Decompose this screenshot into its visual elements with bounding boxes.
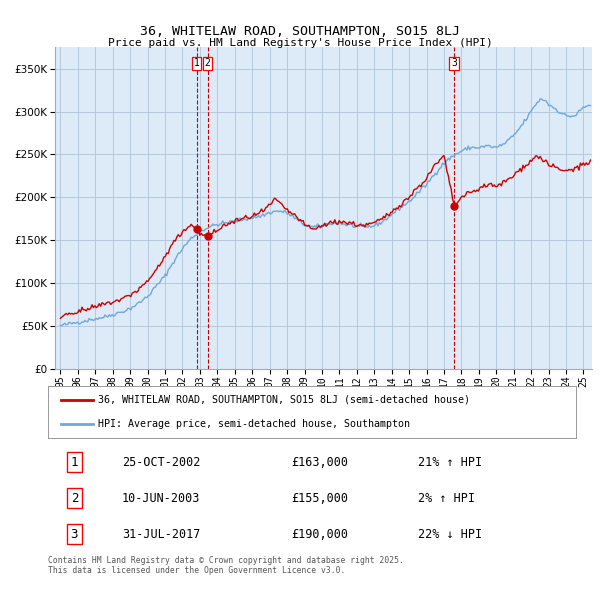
Text: 3: 3 [71,527,78,540]
Text: 1: 1 [71,455,78,468]
Text: £190,000: £190,000 [291,527,348,540]
Text: 10-JUN-2003: 10-JUN-2003 [122,491,200,504]
Text: Contains HM Land Registry data © Crown copyright and database right 2025.
This d: Contains HM Land Registry data © Crown c… [48,556,404,575]
Text: 2% ↑ HPI: 2% ↑ HPI [418,491,475,504]
Text: £155,000: £155,000 [291,491,348,504]
Text: Price paid vs. HM Land Registry's House Price Index (HPI): Price paid vs. HM Land Registry's House … [107,38,493,48]
Text: 2: 2 [71,491,78,504]
Text: 31-JUL-2017: 31-JUL-2017 [122,527,200,540]
Text: HPI: Average price, semi-detached house, Southampton: HPI: Average price, semi-detached house,… [98,419,410,429]
Text: 25-OCT-2002: 25-OCT-2002 [122,455,200,468]
Text: 36, WHITELAW ROAD, SOUTHAMPTON, SO15 8LJ: 36, WHITELAW ROAD, SOUTHAMPTON, SO15 8LJ [140,25,460,38]
Text: 21% ↑ HPI: 21% ↑ HPI [418,455,482,468]
Text: 22% ↓ HPI: 22% ↓ HPI [418,527,482,540]
Text: 36, WHITELAW ROAD, SOUTHAMPTON, SO15 8LJ (semi-detached house): 36, WHITELAW ROAD, SOUTHAMPTON, SO15 8LJ… [98,395,470,405]
Text: 3: 3 [451,58,457,68]
Text: 2: 2 [205,58,211,68]
Text: £163,000: £163,000 [291,455,348,468]
Text: 1: 1 [194,58,200,68]
